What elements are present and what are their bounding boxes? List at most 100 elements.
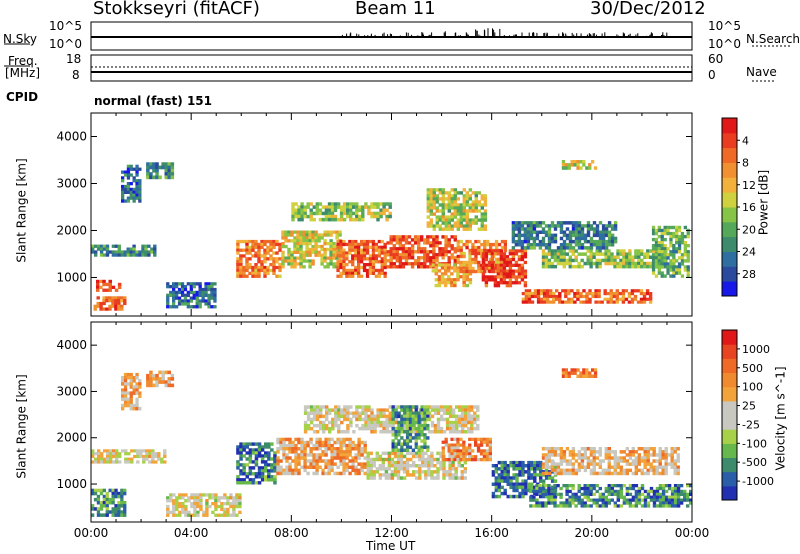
velocity-cell xyxy=(631,486,636,491)
power-cell xyxy=(471,242,475,247)
power-cell xyxy=(123,299,127,303)
power-cell xyxy=(166,302,170,306)
power-cell xyxy=(357,242,361,247)
velocity-cell xyxy=(565,484,569,488)
velocity-cell xyxy=(273,481,277,485)
velocity-cell xyxy=(649,498,654,502)
velocity-cell xyxy=(500,470,504,474)
power-cell xyxy=(260,239,264,244)
power-cell xyxy=(329,242,333,246)
velocity-cell xyxy=(385,430,389,434)
power-cell xyxy=(284,233,288,237)
velocity-cell xyxy=(99,513,104,517)
power-cell xyxy=(105,296,109,300)
velocity-cell xyxy=(242,481,246,485)
power-cell xyxy=(680,259,685,263)
velocity-cell xyxy=(324,443,328,448)
velocity-cell xyxy=(592,498,596,502)
velocity-cell xyxy=(427,464,431,468)
velocity-cell xyxy=(582,371,586,375)
power-cell xyxy=(138,199,142,203)
velocity-cell xyxy=(294,459,298,463)
power-cell xyxy=(299,230,303,234)
velocity-cell xyxy=(589,492,593,496)
velocity-cell xyxy=(430,460,434,465)
velocity-cell xyxy=(565,462,570,466)
velocity-cell xyxy=(436,451,440,456)
power-cell xyxy=(567,300,571,304)
power-cell xyxy=(502,275,507,279)
power-cell xyxy=(371,251,376,255)
velocity-cell xyxy=(470,414,474,419)
velocity-cell xyxy=(570,371,574,375)
power-cell xyxy=(351,260,355,264)
velocity-cell xyxy=(463,476,467,480)
velocity-cell xyxy=(562,504,566,508)
power-cell xyxy=(317,236,321,240)
power-cell xyxy=(468,266,472,271)
velocity-cell xyxy=(123,391,128,395)
power-cell xyxy=(646,249,650,253)
velocity-cell xyxy=(628,501,633,505)
velocity-cell xyxy=(461,430,465,434)
velocity-cell xyxy=(405,457,410,462)
velocity-cell xyxy=(132,388,136,392)
power-cell xyxy=(380,257,384,261)
power-cell xyxy=(432,197,436,201)
velocity-cell xyxy=(565,492,569,496)
velocity-cell xyxy=(634,465,638,469)
velocity-cell xyxy=(607,492,611,496)
power-cell xyxy=(342,254,346,258)
power-cell xyxy=(536,292,541,296)
power-cell xyxy=(585,297,589,301)
velocity-cell xyxy=(613,504,617,508)
velocity-cell xyxy=(604,498,608,502)
velocity-cell xyxy=(628,492,633,496)
velocity-cell xyxy=(448,411,453,415)
velocity-cell xyxy=(550,495,554,499)
velocity-cell xyxy=(559,495,563,499)
velocity-cell xyxy=(536,473,540,477)
velocity-cell xyxy=(154,452,158,456)
power-cell xyxy=(114,296,118,300)
velocity-cell xyxy=(433,430,438,434)
power-cell xyxy=(395,253,399,257)
power-cell xyxy=(622,249,626,253)
velocity-cell xyxy=(400,405,404,409)
velocity-cell xyxy=(136,452,140,456)
velocity-cell xyxy=(527,470,531,474)
power-cell xyxy=(568,239,573,244)
velocity-cell xyxy=(102,488,106,493)
power-cell xyxy=(576,294,580,299)
power-cell xyxy=(245,245,249,249)
velocity-cell xyxy=(689,498,693,502)
velocity-cell xyxy=(394,411,398,415)
power-cell xyxy=(601,227,606,231)
power-cell xyxy=(401,244,406,248)
power-cell xyxy=(494,239,499,244)
power-cell xyxy=(672,225,676,230)
velocity-cell xyxy=(157,457,161,461)
power-cell xyxy=(357,263,361,267)
velocity-cell xyxy=(444,440,448,444)
velocity-cell xyxy=(411,426,415,431)
power-cell xyxy=(330,205,335,209)
velocity-cell xyxy=(378,476,382,480)
velocity-cell xyxy=(476,437,481,441)
velocity-cell xyxy=(100,454,104,459)
power-cell xyxy=(376,214,380,219)
power-cell xyxy=(305,250,309,254)
velocity-cell xyxy=(458,408,462,412)
velocity-cell xyxy=(541,453,546,457)
velocity-cell xyxy=(345,465,349,469)
power-cell xyxy=(503,260,507,265)
power-cell xyxy=(423,238,427,242)
velocity-cell xyxy=(94,452,98,456)
velocity-cell xyxy=(145,452,149,456)
power-cell xyxy=(666,247,670,251)
velocity-cell xyxy=(117,504,121,508)
power-cell xyxy=(574,230,579,234)
power-cell xyxy=(242,271,246,275)
power-cell xyxy=(147,253,151,257)
velocity-cell xyxy=(420,426,424,431)
